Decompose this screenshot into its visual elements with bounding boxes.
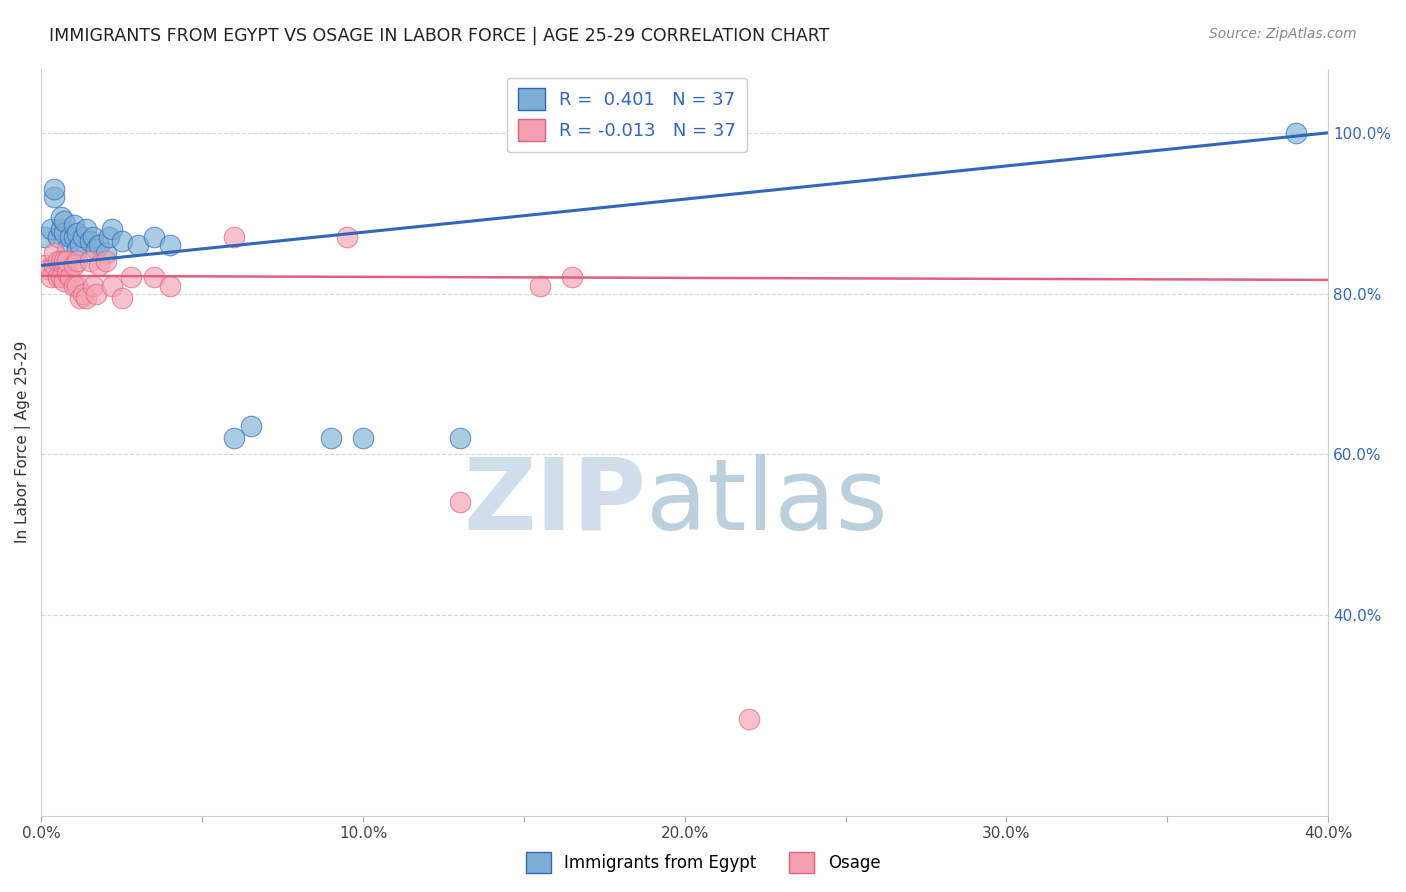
Point [49, 254, 72, 268]
Point [66, 254, 89, 268]
Text: ZIP: ZIP [464, 453, 647, 550]
Point [62, 218, 84, 232]
Point [56, 243, 79, 257]
Point [143, 270, 166, 285]
Point [449, 431, 471, 445]
Point [111, 235, 134, 249]
Point [46, 254, 69, 268]
Point [34, 259, 56, 273]
Point [738, 713, 761, 727]
Point [44, 246, 66, 260]
Point [224, 431, 246, 445]
Text: Source: ZipAtlas.com: Source: ZipAtlas.com [1209, 27, 1357, 41]
Point [82, 230, 104, 244]
Point [69, 291, 91, 305]
Point [39, 222, 62, 236]
Point [84, 243, 107, 257]
Point [352, 431, 374, 445]
Point [62, 259, 84, 273]
Point [52, 254, 75, 268]
Point [98, 230, 121, 244]
Point [561, 270, 583, 285]
Point [101, 278, 124, 293]
Point [69, 238, 91, 252]
Point [121, 270, 143, 285]
Point [44, 182, 66, 196]
Point [111, 291, 134, 305]
Point [336, 230, 359, 244]
Point [72, 230, 94, 244]
Text: IMMIGRANTS FROM EGYPT VS OSAGE IN LABOR FORCE | AGE 25-29 CORRELATION CHART: IMMIGRANTS FROM EGYPT VS OSAGE IN LABOR … [49, 27, 830, 45]
Point [89, 238, 111, 252]
Y-axis label: In Labor Force | Age 25-29: In Labor Force | Age 25-29 [15, 341, 31, 543]
Point [39, 270, 62, 285]
Point [46, 270, 69, 285]
Legend: R =  0.401   N = 37, R = -0.013   N = 37: R = 0.401 N = 37, R = -0.013 N = 37 [506, 78, 747, 153]
Point [529, 278, 551, 293]
Point [82, 278, 104, 293]
Point [37, 262, 59, 277]
Point [94, 246, 117, 260]
Point [94, 254, 117, 268]
Point [66, 278, 89, 293]
Point [66, 243, 89, 257]
Text: atlas: atlas [647, 453, 887, 550]
Point [319, 431, 342, 445]
Point [79, 235, 101, 249]
Point [239, 419, 262, 434]
Point [34, 230, 56, 244]
Point [56, 267, 79, 281]
Point [52, 275, 75, 289]
Point [56, 254, 79, 268]
Point [84, 286, 107, 301]
Point [46, 230, 69, 244]
Point [127, 238, 149, 252]
Point [143, 230, 166, 244]
Point [75, 222, 97, 236]
Point [159, 278, 181, 293]
Point [75, 291, 97, 305]
Point [59, 270, 82, 285]
Point [449, 495, 471, 509]
Point [49, 222, 72, 236]
Point [1285, 126, 1308, 140]
Point [59, 230, 82, 244]
Point [44, 259, 66, 273]
Point [101, 222, 124, 236]
Point [72, 286, 94, 301]
Point [49, 210, 72, 224]
Point [62, 230, 84, 244]
Legend: Immigrants from Egypt, Osage: Immigrants from Egypt, Osage [519, 846, 887, 880]
Point [49, 270, 72, 285]
Point [89, 259, 111, 273]
Point [52, 214, 75, 228]
Point [52, 227, 75, 241]
Point [66, 227, 89, 241]
Point [44, 190, 66, 204]
Point [159, 238, 181, 252]
Point [224, 230, 246, 244]
Point [62, 278, 84, 293]
Point [79, 254, 101, 268]
